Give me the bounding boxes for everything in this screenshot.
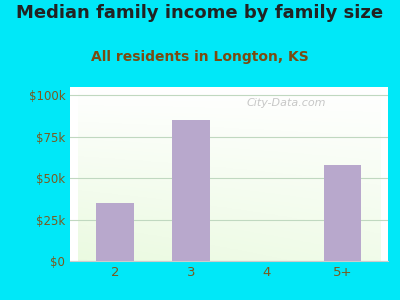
- Text: Median family income by family size: Median family income by family size: [16, 4, 384, 22]
- Text: City-Data.com: City-Data.com: [246, 98, 326, 108]
- Bar: [324, 165, 362, 261]
- Bar: [96, 203, 134, 261]
- Bar: [172, 120, 210, 261]
- Text: All residents in Longton, KS: All residents in Longton, KS: [91, 50, 309, 64]
